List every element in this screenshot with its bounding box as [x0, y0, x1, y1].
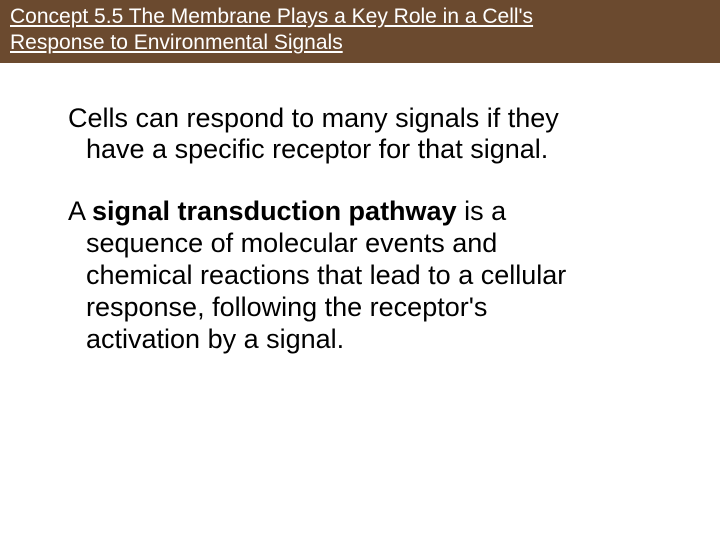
header-line-2: Response to Environmental Signals	[10, 30, 710, 56]
concept-header: Concept 5.5 The Membrane Plays a Key Rol…	[0, 0, 720, 63]
header-line-1: Concept 5.5 The Membrane Plays a Key Rol…	[10, 4, 710, 30]
slide-body: Cells can respond to many signals if the…	[0, 63, 720, 356]
paragraph-2: A signal transduction pathway is a seque…	[48, 196, 672, 355]
para2-line-c: chemical reactions that lead to a cellul…	[86, 260, 566, 290]
para2-post: is a	[457, 196, 507, 226]
para1-line-b: have a specific receptor for that signal…	[86, 134, 548, 164]
slide: Concept 5.5 The Membrane Plays a Key Rol…	[0, 0, 720, 540]
para2-pre: A	[68, 196, 92, 226]
para1-line-a: Cells can respond to many signals if the…	[68, 103, 559, 133]
para2-line-b: sequence of molecular events and	[86, 228, 497, 258]
para2-line-d: response, following the receptor's	[86, 292, 487, 322]
paragraph-1: Cells can respond to many signals if the…	[48, 103, 672, 167]
para2-line-e: activation by a signal.	[86, 324, 344, 354]
para2-bold-term: signal transduction pathway	[92, 196, 457, 226]
